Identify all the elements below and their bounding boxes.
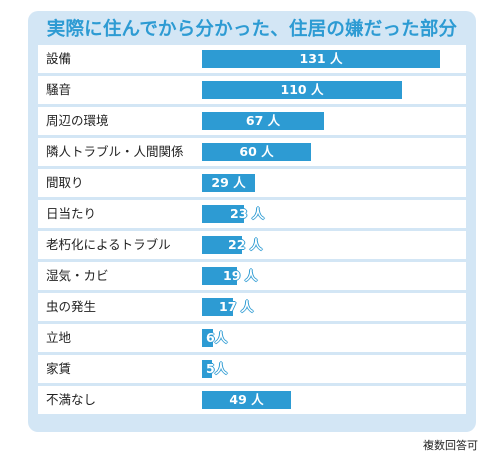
bar-row: 立地 6人 — [38, 324, 466, 352]
value-label: 17 人 — [219, 299, 254, 314]
category-label: 家賃 — [46, 361, 72, 376]
bar — [202, 329, 213, 347]
value-label: 67 人 — [245, 113, 281, 128]
bar-rows: 設備 131 人騒音 110 人周辺の環境 67 人隣人トラブル・人間関係 60 人間取… — [38, 45, 466, 417]
bar — [202, 360, 212, 378]
bar — [202, 174, 255, 192]
category-label: 立地 — [46, 330, 72, 345]
bar-row: 老朽化によるトラブル 22 人 — [38, 231, 466, 259]
value-label: 60 人 — [239, 144, 274, 159]
bar — [202, 236, 242, 254]
category-label: 設備 — [46, 51, 72, 66]
value-label: 131 人 — [299, 51, 343, 66]
value-label: 19 人 — [223, 268, 258, 283]
value-label: 110 人 — [280, 82, 324, 97]
bar-row: 設備 131 人 — [38, 45, 466, 73]
bar — [202, 298, 233, 316]
chart-panel: 実際に住んでから分かった、住居の嫌だった部分 設備 131 人騒音 110 人周辺の… — [28, 11, 476, 432]
category-label: 虫の発生 — [46, 299, 97, 314]
bar-row: 日当たり 23 人 — [38, 200, 466, 228]
value-label: 5人 — [206, 361, 228, 376]
value-label: 23 人 — [230, 206, 265, 221]
bar-row: 騒音 110 人 — [38, 76, 466, 104]
value-label: 6人 — [206, 330, 228, 345]
chart-title: 実際に住んでから分かった、住居の嫌だった部分 — [46, 19, 458, 40]
bar — [202, 81, 402, 99]
bar-row: 不満なし 49 人 — [38, 386, 466, 414]
bar — [202, 267, 237, 285]
bar — [202, 50, 440, 68]
category-label: 湿気・カビ — [46, 268, 109, 283]
category-label: 不満なし — [46, 392, 97, 407]
bar — [202, 205, 244, 223]
value-label: 29 人 — [211, 175, 246, 190]
bar — [202, 112, 324, 130]
bar-row: 家賃 5人 — [38, 355, 466, 383]
category-label: 間取り — [46, 175, 84, 190]
bar-row: 隣人トラブル・人間関係 60 人 — [38, 138, 466, 166]
bar-row: 間取り 29 人 — [38, 169, 466, 197]
category-label: 日当たり — [46, 206, 97, 221]
bar — [202, 143, 311, 161]
footnote: 複数回答可 — [423, 439, 478, 452]
bar-row: 周辺の環境 67 人 — [38, 107, 466, 135]
bar — [202, 391, 291, 409]
category-label: 老朽化によるトラブル — [46, 237, 171, 252]
value-label: 49 人 — [229, 392, 264, 407]
bar-row: 湿気・カビ 19 人 — [38, 262, 466, 290]
value-label: 22 人 — [228, 237, 263, 252]
category-label: 騒音 — [46, 82, 72, 97]
category-label: 隣人トラブル・人間関係 — [46, 144, 184, 159]
category-label: 周辺の環境 — [46, 113, 109, 128]
bar-row: 虫の発生 17 人 — [38, 293, 466, 321]
